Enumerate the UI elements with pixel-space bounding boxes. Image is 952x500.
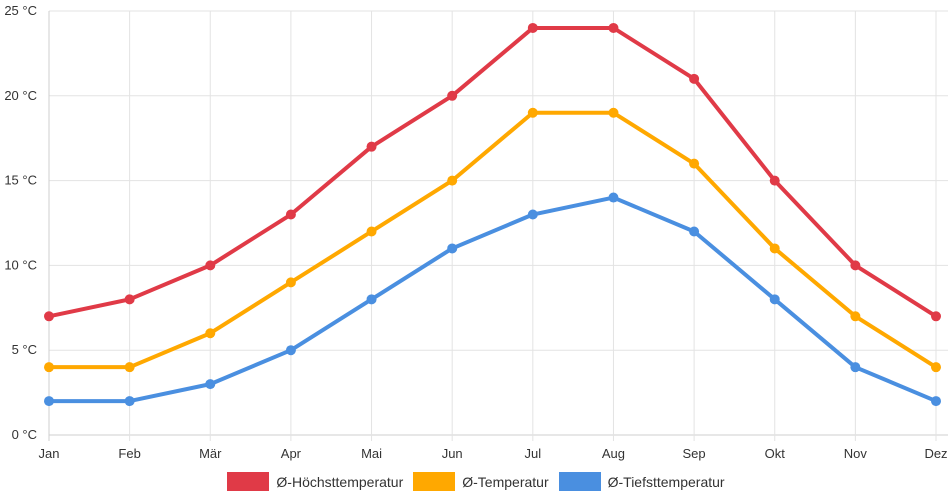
legend-swatch-mean-temperature xyxy=(413,472,456,491)
legend-item-max-temperature[interactable]: Ø-Höchsttemperatur xyxy=(227,472,403,491)
data-point xyxy=(931,396,941,407)
data-point xyxy=(689,158,700,169)
data-point xyxy=(285,209,296,220)
x-tick-label: Mär xyxy=(199,446,222,461)
data-point xyxy=(366,141,377,152)
data-point xyxy=(366,294,377,305)
x-tick-label: Mai xyxy=(361,446,382,461)
y-tick-label: 0 °C xyxy=(12,427,37,442)
series-line-2 xyxy=(47,195,938,404)
data-point xyxy=(931,311,941,322)
x-tick-label: Sep xyxy=(683,446,706,461)
grid-layer xyxy=(48,10,948,441)
data-point xyxy=(447,175,458,186)
chart-legend: Ø-Höchsttemperatur Ø-Temperatur Ø-Tiefst… xyxy=(0,472,952,491)
y-tick-label: 25 °C xyxy=(4,3,37,18)
data-point xyxy=(205,260,216,271)
legend-item-min-temperature[interactable]: Ø-Tiefsttemperatur xyxy=(558,472,725,491)
legend-label-min-temperature: Ø-Tiefsttemperatur xyxy=(607,473,725,490)
y-tick-label: 5 °C xyxy=(12,342,37,357)
legend-swatch-min-temperature xyxy=(558,472,601,491)
data-point xyxy=(769,294,780,305)
data-point xyxy=(608,192,619,203)
data-point xyxy=(44,362,54,373)
legend-label-max-temperature: Ø-Höchsttemperatur xyxy=(276,473,404,490)
data-point xyxy=(366,226,377,237)
data-point xyxy=(850,260,861,271)
data-point xyxy=(447,90,458,101)
legend-label-mean-temperature: Ø-Temperatur xyxy=(462,473,549,490)
data-point xyxy=(850,362,861,373)
legend-item-mean-temperature[interactable]: Ø-Temperatur xyxy=(413,472,549,491)
x-tick-label: Aug xyxy=(602,446,625,461)
series-layer xyxy=(44,22,941,407)
data-point xyxy=(527,107,538,118)
data-point xyxy=(689,73,700,84)
x-tick-label: Jul xyxy=(525,446,542,461)
x-tick-label: Okt xyxy=(765,446,786,461)
data-point xyxy=(205,379,216,390)
x-tick-label: Nov xyxy=(844,446,868,461)
data-point xyxy=(124,362,135,373)
data-point xyxy=(931,362,941,373)
axis-labels: 0 °C 5 °C 10 °C 15 °C 20 °C 25 °C Jan Feb Mär Apr… xyxy=(4,3,947,461)
y-tick-label: 15 °C xyxy=(4,173,37,188)
legend-swatch-max-temperature xyxy=(227,472,270,491)
x-tick-label: Apr xyxy=(281,446,302,461)
series-line-0 xyxy=(47,25,938,319)
data-point xyxy=(769,243,780,254)
data-point xyxy=(850,311,861,322)
data-point xyxy=(769,175,780,186)
data-point xyxy=(124,294,135,305)
data-point xyxy=(285,345,296,356)
x-tick-label: Dez xyxy=(924,446,947,461)
data-point xyxy=(205,328,216,339)
data-point xyxy=(44,311,54,322)
data-point xyxy=(285,277,296,288)
data-point xyxy=(447,243,458,254)
data-point xyxy=(44,396,54,407)
x-tick-label: Jan xyxy=(39,446,60,461)
chart-plot: 0 °C 5 °C 10 °C 15 °C 20 °C 25 °C Jan Feb Mär Apr… xyxy=(4,3,948,461)
y-tick-label: 20 °C xyxy=(4,88,37,103)
data-point xyxy=(608,107,619,118)
x-tick-label: Feb xyxy=(118,446,140,461)
x-tick-label: Jun xyxy=(442,446,463,461)
data-point xyxy=(527,209,538,220)
data-point xyxy=(124,396,135,407)
data-point xyxy=(689,226,700,237)
series-line-1 xyxy=(47,110,938,370)
data-point xyxy=(527,22,538,33)
data-point xyxy=(608,22,619,33)
y-tick-label: 10 °C xyxy=(4,257,37,272)
